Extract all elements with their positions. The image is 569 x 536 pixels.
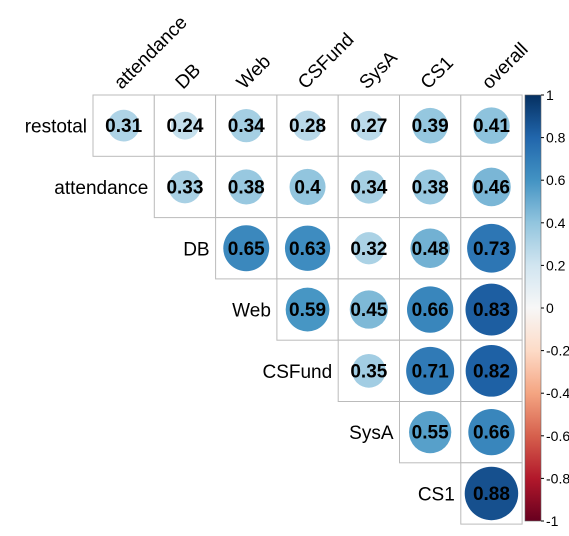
correlation-value-label: 0.31 [105, 116, 142, 137]
colorbar-tick-label: -0.6 [546, 428, 569, 444]
colorbar-tick-label: -0.4 [546, 385, 569, 401]
correlation-value-label: 0.82 [473, 361, 510, 382]
column-label: DB [172, 60, 206, 94]
correlation-circle [468, 409, 515, 456]
correlation-value-label: 0.34 [350, 177, 387, 198]
correlation-value-label: 0.38 [412, 177, 449, 198]
row-label: DB [183, 239, 209, 260]
correlation-circle [289, 168, 326, 205]
correlation-circle [467, 223, 516, 273]
row-label: restotal [25, 117, 87, 138]
correlation-circle [285, 287, 330, 332]
correlation-circle [464, 466, 519, 521]
correlation-value-label: 0.59 [289, 300, 326, 321]
correlation-circle [349, 290, 388, 329]
correlation-value-label: 0.65 [228, 239, 265, 260]
correlation-circle [107, 109, 140, 142]
color-legend: 1 0.8 0.6 0.4 0.2 0 -0.2 -0.4 -0.6 -0.8 -1 [524, 87, 569, 529]
correlation-circle [412, 169, 448, 205]
correlation-circle [168, 170, 202, 204]
correlation-value-label: 0.55 [412, 423, 449, 444]
correlation-circle [465, 283, 518, 336]
row-label: SysA [349, 423, 394, 444]
column-label: overall [478, 39, 532, 93]
correlation-circle [354, 110, 384, 141]
correlation-value-label: 0.27 [350, 116, 387, 137]
correlation-circle [465, 345, 518, 397]
colorbar-tick-label: 0 [546, 300, 554, 316]
column-label: SysA [356, 47, 402, 93]
correlation-circle [352, 232, 385, 265]
correlation-value-label: 0.28 [289, 116, 326, 137]
correlation-value-label: 0.39 [412, 116, 449, 137]
correlation-value-label: 0.66 [412, 300, 449, 321]
correlation-value-label: 0.48 [412, 239, 449, 260]
value-labels: 0.31 0.24 0.34 0.28 0.27 0.39 0.41 0.33 0.38 0.4 0… [105, 116, 510, 505]
correlation-circle [223, 225, 270, 272]
correlation-value-label: 0.63 [289, 239, 326, 260]
correlation-value-label: 0.33 [166, 177, 203, 198]
correlation-value-label: 0.32 [350, 239, 387, 260]
row-label: CSFund [262, 362, 332, 383]
correlation-circle [351, 353, 386, 388]
correlation-value-label: 0.88 [473, 484, 510, 505]
colorbar-tick-label: 1 [546, 87, 554, 103]
correlation-circle [473, 107, 510, 144]
colorbar-tick-label: 0.2 [546, 257, 566, 273]
correlation-circle [406, 346, 455, 395]
correlation-value-label: 0.83 [473, 300, 510, 321]
correlation-circle [409, 411, 452, 454]
column-label: Web [233, 51, 275, 93]
correlation-circles [107, 107, 519, 521]
colorbar-tick-label: -0.8 [546, 470, 569, 486]
correlation-circle [352, 170, 386, 204]
correlation-circle [412, 107, 448, 144]
correlation-circle [407, 286, 454, 333]
correlation-value-label: 0.38 [228, 177, 265, 198]
colorbar-tick-label: -1 [546, 513, 559, 529]
correlation-value-label: 0.34 [228, 116, 265, 137]
correlation-value-label: 0.66 [473, 423, 510, 444]
column-label: CS1 [417, 53, 458, 94]
colorbar-tick-label: 0.6 [546, 172, 566, 188]
colorbar-tick-label: 0.8 [546, 130, 566, 146]
correlation-circle [170, 111, 199, 140]
correlation-circle [229, 109, 263, 143]
colorbar-tick-label: -0.2 [546, 343, 569, 359]
row-label: attendance [54, 178, 148, 199]
correlation-circle [410, 228, 450, 268]
colorbar [524, 94, 542, 522]
row-labels: restotal attendance DB Web CSFund SysA CS1 [25, 117, 455, 506]
correlation-circle [472, 167, 511, 207]
matrix-cell [153, 155, 217, 219]
column-label: CSFund [294, 29, 358, 93]
correlation-value-label: 0.4 [294, 177, 321, 198]
correlation-value-label: 0.73 [473, 239, 510, 260]
correlation-value-label: 0.24 [166, 116, 203, 137]
correlation-circle [292, 110, 323, 141]
correlation-value-label: 0.35 [350, 361, 387, 382]
correlation-value-label: 0.46 [473, 177, 510, 198]
correlation-circle [284, 225, 331, 271]
correlation-value-label: 0.45 [350, 300, 387, 321]
row-label: Web [232, 301, 271, 322]
colorbar-tick-label: 0.4 [546, 215, 566, 231]
correlation-circle [228, 169, 264, 205]
row-label: CS1 [418, 484, 455, 505]
correlation-value-label: 0.41 [473, 116, 510, 137]
correlation-value-label: 0.71 [412, 361, 449, 382]
